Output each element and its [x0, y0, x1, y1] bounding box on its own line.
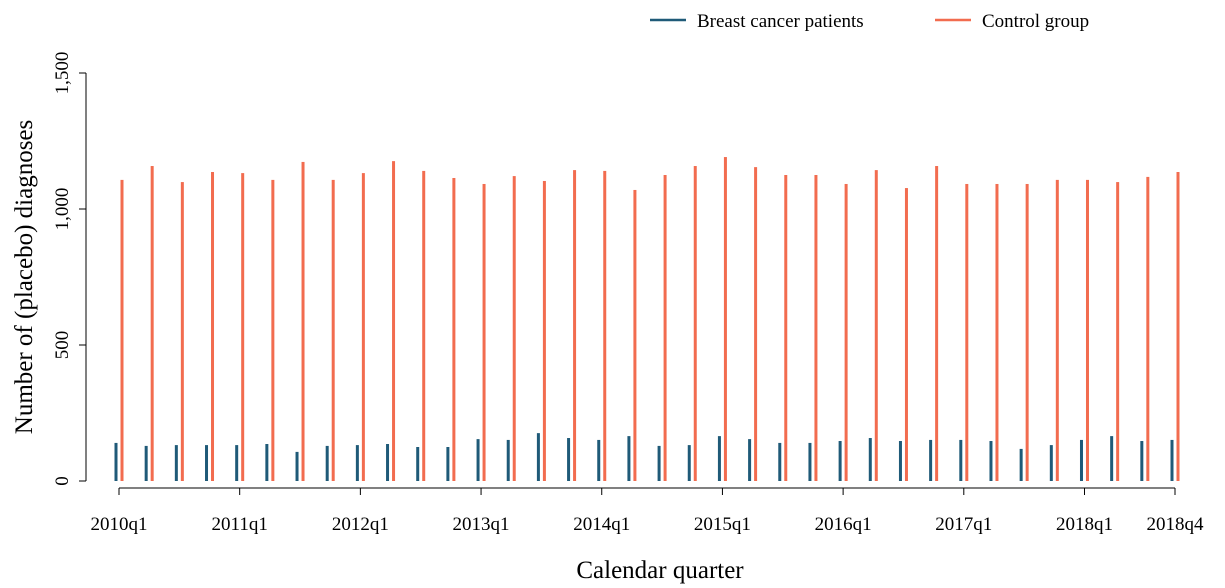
bar: [174, 445, 178, 481]
bar: [211, 172, 215, 481]
bar: [144, 445, 148, 481]
bar: [235, 445, 239, 481]
bar: [868, 438, 872, 481]
bar: [874, 170, 878, 481]
x-tick-label: 2016q1: [815, 514, 872, 535]
bar: [929, 439, 933, 481]
bar: [120, 179, 124, 481]
bar: [476, 439, 480, 481]
y-tick-label: 0: [52, 476, 73, 486]
bar: [603, 170, 607, 482]
bar: [597, 439, 601, 481]
bar: [1055, 179, 1059, 481]
bar: [693, 166, 697, 482]
x-tick-label: 2018q1: [1056, 514, 1113, 535]
x-tick-label: 2015q1: [694, 514, 751, 535]
x-tick-label: 2017q1: [935, 514, 992, 535]
bar: [301, 161, 305, 481]
x-tick-label: 2014q1: [573, 514, 630, 535]
bar: [241, 173, 245, 481]
legend-label: Breast cancer patients: [697, 11, 864, 32]
bar: [687, 445, 691, 481]
bar: [778, 442, 782, 481]
bar: [1085, 179, 1089, 481]
bar: [392, 161, 396, 482]
bar: [386, 444, 390, 481]
bar: [114, 442, 118, 481]
bar: [446, 447, 450, 481]
bar: [542, 180, 546, 481]
bar: [784, 175, 788, 481]
y-tick-label: 500: [52, 331, 73, 360]
bar: [1170, 439, 1174, 481]
y-tick-label: 1,500: [52, 52, 73, 95]
bar: [205, 445, 209, 481]
bar: [1146, 176, 1150, 482]
bar: [325, 445, 329, 481]
bar: [723, 157, 727, 481]
bar: [1019, 448, 1023, 481]
bar: [898, 441, 902, 481]
bar: [717, 436, 721, 481]
x-tick-label: 2012q1: [332, 514, 389, 535]
bar: [422, 170, 426, 482]
bar: [567, 438, 571, 481]
bar: [416, 447, 420, 481]
bar: [180, 182, 184, 481]
bar: [814, 175, 818, 481]
bar: [1116, 182, 1120, 481]
bar: [536, 433, 540, 481]
bar: [573, 170, 577, 481]
bar: [512, 176, 516, 481]
x-tick-label: 2018q4: [1147, 514, 1205, 535]
x-tick-label: 2010q1: [91, 514, 148, 535]
bar: [295, 451, 299, 481]
bar: [808, 442, 812, 481]
bar: [995, 183, 999, 481]
bar: [1110, 436, 1114, 481]
bar: [271, 179, 275, 481]
bar: [844, 183, 848, 481]
bar: [663, 175, 667, 481]
bar: [657, 445, 661, 481]
bar: [959, 439, 963, 481]
x-tick-label: 2011q1: [212, 514, 268, 535]
bar: [331, 179, 335, 481]
x-tick-label: 2013q1: [453, 514, 510, 535]
bar: [904, 188, 908, 481]
bar: [627, 436, 631, 481]
bar: [452, 177, 456, 481]
bar: [361, 173, 365, 481]
bar: [965, 183, 969, 481]
bar: [355, 445, 359, 481]
bar: [1079, 439, 1083, 481]
bar: [1025, 183, 1029, 481]
bar: [754, 167, 758, 481]
bar: [506, 439, 510, 481]
bar: [633, 189, 637, 481]
bar: [265, 444, 269, 481]
bar: [1049, 445, 1053, 481]
bar: [935, 166, 939, 482]
bar: [838, 441, 842, 481]
y-tick-label: 1,000: [52, 188, 73, 231]
y-axis-title: Number of (placebo) diagnoses: [11, 120, 38, 434]
bar: [150, 166, 154, 482]
x-axis-title: Calendar quarter: [576, 557, 744, 584]
legend-label: Control group: [982, 11, 1089, 32]
bar: [748, 439, 752, 481]
bar: [1176, 172, 1180, 481]
bar: [989, 441, 993, 481]
bar: [482, 183, 486, 481]
bar: [1140, 441, 1144, 481]
